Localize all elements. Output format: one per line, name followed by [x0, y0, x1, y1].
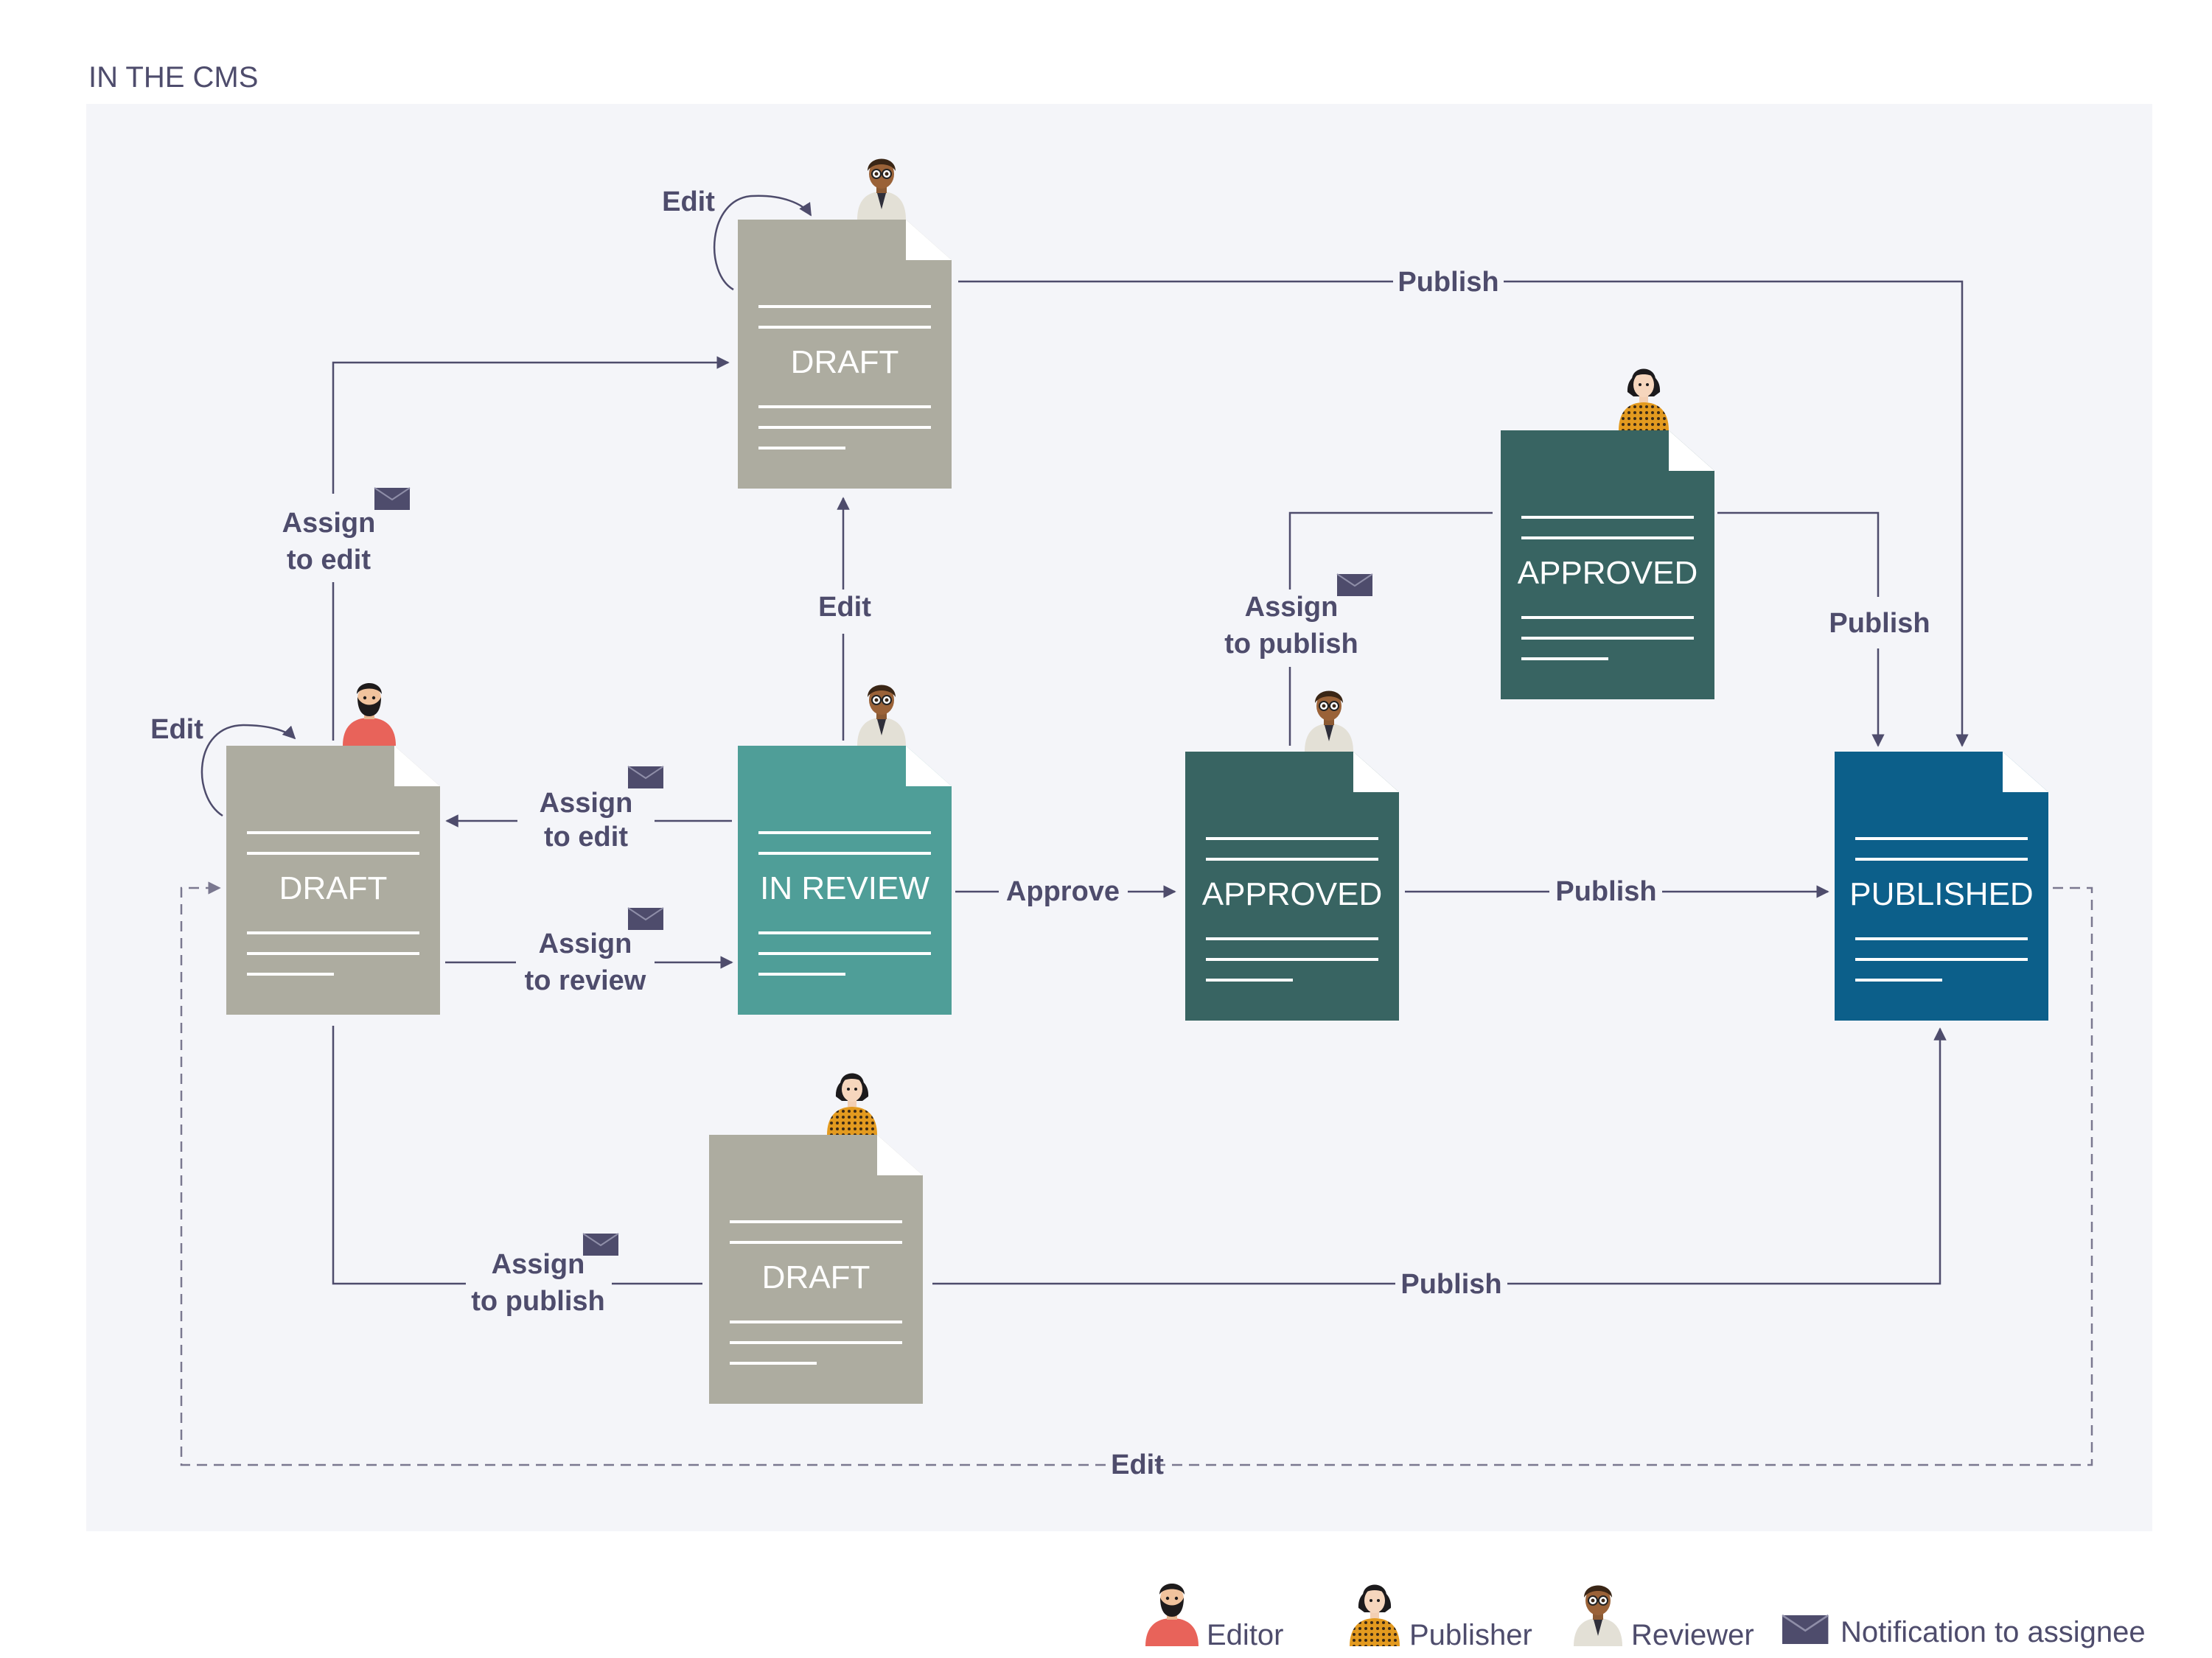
doc-approved-top-body — [1501, 430, 1714, 699]
section-title: IN THE CMS — [88, 61, 258, 94]
label-publish-center: Publish — [1555, 876, 1656, 907]
doc-published-label: PUBLISHED — [1849, 876, 2033, 912]
doc-fold-icon — [394, 746, 440, 786]
doc-in-review-label: IN REVIEW — [760, 870, 929, 906]
label-approve: Approve — [1006, 876, 1120, 907]
label-publish-bottom: Publish — [1400, 1269, 1501, 1300]
edge-edit-loop-top — [713, 195, 812, 291]
envelope-icon — [1336, 573, 1373, 597]
label-assign-to-publish-bottom-2: to publish — [471, 1286, 605, 1317]
label-assign-to-review-2: to review — [525, 965, 646, 996]
doc-approved-center-label: APPROVED — [1202, 876, 1383, 912]
legend-editor-label: Editor — [1207, 1619, 1284, 1651]
edge-edit-loop-left — [200, 724, 296, 817]
envelope-icon — [627, 766, 664, 789]
legend-envelope-icon — [1781, 1614, 1829, 1645]
doc-draft-left-body — [226, 746, 440, 1015]
legend-editor-icon — [1145, 1584, 1199, 1646]
label-assign-to-edit-left-1: Assign — [282, 508, 376, 539]
label-assign-to-review-1: Assign — [539, 928, 632, 959]
edge-publish-right — [1717, 511, 1878, 746]
edge-assign-to-publish-top — [1288, 511, 1493, 746]
doc-draft-bottom[interactable]: DRAFT — [709, 1135, 923, 1404]
label-assign-to-edit-mid-2: to edit — [544, 822, 628, 853]
doc-approved-center-body — [1185, 752, 1399, 1021]
label-assign-to-edit-mid-1: Assign — [540, 788, 633, 819]
doc-draft-top-body — [738, 220, 952, 489]
envelope-icon — [627, 907, 664, 931]
doc-fold-icon — [906, 746, 952, 786]
edge-publish-bottom — [932, 1029, 1940, 1285]
doc-fold-icon — [1669, 430, 1714, 471]
doc-approved-center[interactable]: APPROVED — [1185, 752, 1399, 1021]
label-edit-dashed: Edit — [1111, 1449, 1164, 1480]
legend-publisher-label: Publisher — [1409, 1619, 1532, 1651]
doc-draft-bottom-body — [709, 1135, 923, 1404]
edge-assign-to-publish-bottom — [332, 1026, 702, 1285]
edge-edit-dashed — [180, 888, 2093, 1466]
label-assign-to-publish-bottom-1: Assign — [492, 1249, 585, 1280]
label-edit-review-to-draft: Edit — [818, 592, 871, 623]
doc-approved-top[interactable]: APPROVED — [1501, 430, 1714, 699]
doc-published[interactable]: PUBLISHED — [1835, 752, 2048, 1021]
doc-fold-icon — [877, 1135, 923, 1175]
doc-fold-icon — [906, 220, 952, 260]
label-edit-top-loop: Edit — [662, 186, 715, 217]
label-edit-left-loop: Edit — [150, 714, 203, 745]
label-assign-to-publish-top-2: to publish — [1224, 629, 1358, 660]
doc-in-review[interactable]: IN REVIEW — [738, 746, 952, 1015]
doc-draft-left[interactable]: DRAFT — [226, 746, 440, 1015]
label-publish-right: Publish — [1829, 608, 1930, 639]
edge-assign-to-edit-left — [332, 356, 730, 741]
legend-notification-label: Notification to assignee — [1841, 1616, 2146, 1648]
doc-fold-icon — [2003, 752, 2048, 792]
doc-draft-top[interactable]: DRAFT — [738, 220, 952, 489]
label-assign-to-edit-left-2: to edit — [287, 545, 371, 576]
legend-reviewer-label: Reviewer — [1631, 1619, 1754, 1651]
doc-draft-left-label: DRAFT — [279, 870, 388, 906]
envelope-icon — [582, 1233, 619, 1256]
doc-approved-top-label: APPROVED — [1518, 555, 1698, 591]
envelope-icon — [374, 487, 411, 511]
doc-published-body — [1835, 752, 2048, 1021]
doc-draft-bottom-label: DRAFT — [762, 1259, 871, 1295]
doc-in-review-body — [738, 746, 952, 1015]
legend-reviewer-icon — [1573, 1584, 1623, 1647]
legend: Editor Publisher Reviewer Notification t… — [1145, 1584, 2146, 1651]
label-assign-to-publish-top-1: Assign — [1245, 592, 1339, 623]
doc-draft-top-label: DRAFT — [791, 344, 899, 380]
label-publish-top: Publish — [1398, 267, 1498, 298]
doc-fold-icon — [1353, 752, 1399, 792]
legend-publisher-icon — [1350, 1584, 1400, 1646]
edge-publish-top — [958, 280, 1962, 746]
